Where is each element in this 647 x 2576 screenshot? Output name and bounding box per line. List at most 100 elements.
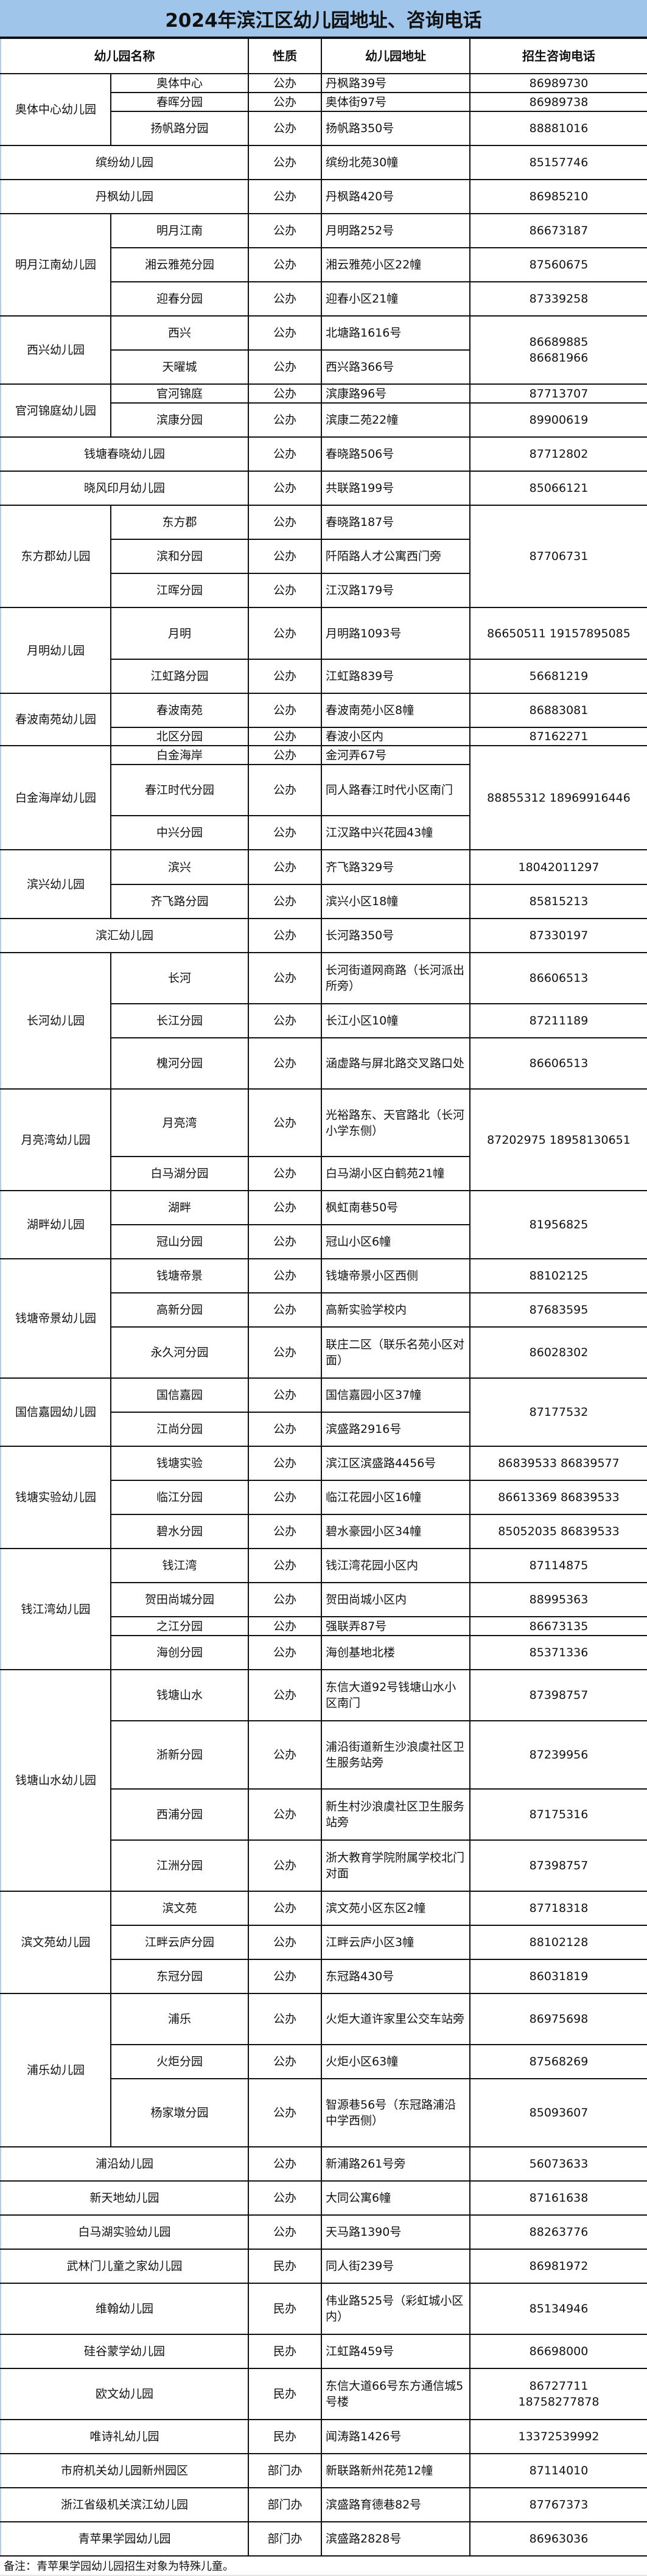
kindergarten-address: 扬帆路350号: [321, 111, 470, 146]
kindergarten-name: 白马湖实验幼儿园: [0, 2214, 249, 2250]
kindergarten-phone: 85134946: [469, 2283, 647, 2335]
kindergarten-name: 钱塘实验幼儿园: [0, 1446, 111, 1549]
kindergarten-type: 公办: [248, 1514, 322, 1549]
branch-name: 滨兴: [110, 849, 249, 885]
kindergarten-address: 滨盛路2916号: [321, 1412, 470, 1447]
branch-name: 滨康分园: [110, 402, 249, 438]
kindergarten-address: 白马湖小区白鹤苑21幢: [321, 1156, 470, 1191]
kindergarten-phone: 88102125: [469, 1258, 647, 1293]
kindergarten-phone: 87175316: [469, 1788, 647, 1841]
kindergarten-phone: 87683595: [469, 1292, 647, 1328]
table-row: 临江分园 公办 临江花园小区16幢 86613369 86839533: [1, 1480, 647, 1515]
kindergarten-type: 公办: [248, 1891, 322, 1926]
kindergarten-name: 新天地幼儿园: [0, 2180, 249, 2216]
kindergarten-address: 长江小区10幢: [321, 1003, 470, 1038]
kindergarten-address: 火炬小区63幢: [321, 2044, 470, 2079]
branch-name: 官河锦庭: [110, 383, 249, 404]
branch-name: 永久河分园: [110, 1326, 249, 1379]
table-row: 钱塘山水幼儿园 钱塘山水 公办 东信大道92号钱塘山水小区南门 87398757: [0, 1669, 647, 1892]
branch-name: 钱江湾: [110, 1548, 249, 1583]
table-row: 晓风印月幼儿园 公办 共联路199号 85066121: [0, 471, 647, 506]
branch-name: 杨家墩分园: [110, 2078, 249, 2147]
branch-name: 贺田尚城分园: [110, 1582, 249, 1617]
kindergarten-address: 钱塘帝景小区西侧: [321, 1258, 470, 1293]
branch-name: 浙新分园: [110, 1720, 249, 1790]
kindergarten-phone: 85052035 86839533: [469, 1514, 647, 1549]
kindergarten-phone: 86989730: [469, 73, 647, 93]
kindergarten-name: 浦乐幼儿园: [0, 1993, 111, 2147]
branch-name: 海创分园: [110, 1635, 249, 1670]
table-row: 东方郡幼儿园 东方郡 公办 春晓路187号 87706731: [0, 505, 647, 608]
table-row: 春晖分园 公办 奥体街97号 86989738: [1, 92, 647, 112]
kindergarten-address: 春晓路187号: [321, 505, 470, 540]
kindergarten-type: 公办: [248, 745, 322, 765]
kindergarten-name: 滨汇幼儿园: [0, 918, 249, 953]
branch-name: 江畔云庐分园: [110, 1925, 249, 1960]
kindergarten-phone: 86985210: [469, 179, 647, 214]
kindergarten-name: 浦沿幼儿园: [0, 2146, 249, 2182]
table-row: 欧文幼儿园 民办 东信大道66号东方通信城5号楼 86727711 187582778…: [0, 2368, 647, 2420]
branch-name: 湖畔: [110, 1190, 249, 1225]
kindergarten-phone: 86650511 19157895085: [469, 607, 647, 660]
branch-name: 中兴分园: [110, 815, 249, 850]
kindergarten-phone: 87162271: [469, 727, 647, 746]
table-row: 碧水分园 公办 碧水豪园小区34幢 85052035 86839533: [1, 1514, 647, 1549]
kindergarten-phone: 86031819: [469, 1959, 647, 1994]
branch-name: 高新分园: [110, 1292, 249, 1328]
kindergarten-name: 钱江湾幼儿园: [0, 1548, 111, 1670]
kindergarten-phone: 87398757: [469, 1669, 647, 1721]
kindergarten-address: 丹枫路39号: [321, 73, 470, 93]
kindergarten-phone: 88995363: [469, 1582, 647, 1617]
table-row: 永久河分园 公办 联庄二区（联乐名苑小区对面） 86028302: [1, 1326, 647, 1379]
kindergarten-address: 迎春小区21幢: [321, 281, 470, 317]
branch-name: 东方郡: [110, 505, 249, 540]
table-row: 西兴幼儿园 西兴 公办 北塘路1616号 86689885 86681966: [0, 315, 647, 385]
kindergarten-table: 幼儿园名称 性质 幼儿园地址 招生咨询电话 奥体中心幼儿园 奥体中心 公办 丹枫路39…: [0, 38, 647, 2557]
table-row: 江洲分园 公办 浙大教育学院附属学校北门对面 87398757: [1, 1839, 647, 1892]
kindergarten-address: 光裕路东、天官路北（长河小学东侧）: [321, 1088, 470, 1157]
table-row: 国信嘉园幼儿园 国信嘉园 公办 国信嘉园小区37幢 87177532: [0, 1377, 647, 1447]
kindergarten-type: 公办: [248, 659, 322, 694]
kindergarten-type: 公办: [248, 1377, 322, 1413]
table-row: 冠山分园 公办 冠山小区6幢: [1, 1224, 647, 1259]
table-row: 齐飞路分园 公办 滨兴小区18幢 85815213: [1, 884, 647, 919]
table-row: 长江分园 公办 长江小区10幢 87211189: [1, 1003, 647, 1038]
kindergarten-type: 公办: [248, 1326, 322, 1379]
branch-name: 滨文苑: [110, 1891, 249, 1926]
branch-name: 西兴: [110, 315, 249, 351]
kindergarten-phone: 87560675: [469, 247, 647, 282]
kindergarten-phone: 87568269: [469, 2044, 647, 2079]
table-row: 明月江南幼儿园 明月江南 公办 月明路252号 86673187: [0, 213, 647, 317]
header-phone: 招生咨询电话: [469, 38, 647, 74]
branch-name: 月亮湾: [110, 1088, 249, 1157]
branch-name: 月明: [110, 607, 249, 660]
kindergarten-name: 欧文幼儿园: [0, 2368, 249, 2420]
table-row: 钱塘实验幼儿园 钱塘实验 公办 滨江区滨盛路4456号 86839533 8683957…: [0, 1446, 647, 1549]
branch-name: 浦乐: [110, 1993, 249, 2045]
table-row: 缤纷幼儿园 公办 缤纷北苑30幢 85157746: [0, 145, 647, 180]
kindergarten-name: 丹枫幼儿园: [0, 179, 249, 214]
kindergarten-type: 公办: [248, 1446, 322, 1481]
kindergarten-address: 临江花园小区16幢: [321, 1480, 470, 1515]
branch-name: 冠山分园: [110, 1224, 249, 1259]
kindergarten-phone: 87713707: [469, 383, 647, 404]
kindergarten-type: 公办: [248, 727, 322, 746]
header-name: 幼儿园名称: [0, 38, 249, 74]
table-row: 高新分园 公办 高新实验学校内 87683595: [1, 1292, 647, 1328]
kindergarten-type: 公办: [248, 383, 322, 404]
table-row: 唯诗礼幼儿园 民办 闻涛路1426号 13372539992: [0, 2419, 647, 2454]
kindergarten-type: 公办: [248, 1037, 322, 1090]
kindergarten-address: 奥体街97号: [321, 92, 470, 112]
branch-name: 国信嘉园: [110, 1377, 249, 1413]
kindergarten-type: 公办: [248, 884, 322, 919]
kindergarten-address: 缤纷北苑30幢: [321, 145, 470, 180]
kindergarten-name: 钱塘春晓幼儿园: [0, 436, 249, 472]
branch-name: 春江时代分园: [110, 764, 249, 816]
kindergarten-address: 智源巷56号（东冠路浦沿中学西侧）: [321, 2078, 470, 2147]
kindergarten-type: 民办: [248, 2419, 322, 2454]
kindergarten-phone: 87114875: [469, 1548, 647, 1583]
kindergarten-name: 缤纷幼儿园: [0, 145, 249, 180]
kindergarten-type: 公办: [248, 1959, 322, 1994]
kindergarten-address: 江汉路中兴花园43幢: [321, 815, 470, 850]
branch-name: 天曜城: [110, 349, 249, 385]
